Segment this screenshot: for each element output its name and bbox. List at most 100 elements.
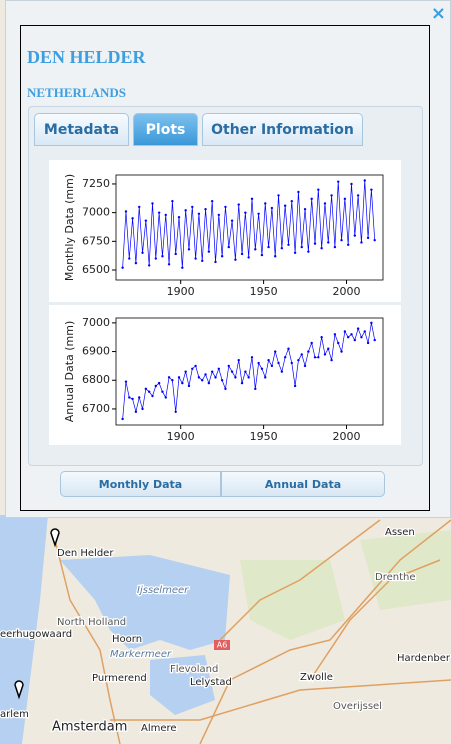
x-tick-label: 1900 xyxy=(167,285,195,298)
tab[interactable]: Plots xyxy=(133,113,198,146)
data-point xyxy=(121,266,124,269)
data-point xyxy=(303,364,307,368)
data-point xyxy=(277,194,280,197)
data-point xyxy=(250,197,254,201)
data-point xyxy=(343,330,347,333)
data-point xyxy=(247,256,250,259)
data-point xyxy=(313,356,317,359)
data-point xyxy=(297,190,300,194)
data-point xyxy=(181,266,184,269)
data-point xyxy=(254,387,257,391)
data-point xyxy=(373,238,376,242)
data-point xyxy=(151,202,154,205)
green-area xyxy=(240,560,345,640)
data-point xyxy=(267,358,270,362)
data-point xyxy=(346,336,350,339)
data-point xyxy=(174,252,177,256)
data-point xyxy=(283,356,287,359)
data-point xyxy=(366,236,370,240)
data-point xyxy=(287,243,290,246)
data-point xyxy=(214,260,217,264)
map-label: Lelystad xyxy=(190,677,232,688)
data-point xyxy=(204,207,207,211)
data-point xyxy=(303,207,307,211)
data-point xyxy=(128,396,131,399)
data-point xyxy=(194,257,197,260)
data-point xyxy=(187,384,191,388)
map-label: Almere xyxy=(141,723,177,734)
data-point xyxy=(346,243,350,246)
data-point xyxy=(343,197,347,201)
y-tick-label: 6500 xyxy=(82,263,110,276)
data-point xyxy=(184,209,187,212)
y-axis-label: Monthly Data (mm) xyxy=(63,174,76,281)
pin[interactable] xyxy=(14,680,24,700)
map-label: Markermeer xyxy=(110,649,172,660)
data-point xyxy=(373,338,376,342)
data-point xyxy=(147,390,151,393)
data-point xyxy=(317,356,320,359)
data-point xyxy=(171,199,174,203)
button[interactable]: Monthly Data xyxy=(60,471,221,497)
data-point xyxy=(230,370,234,373)
data-point xyxy=(234,376,237,379)
data-point xyxy=(290,361,293,365)
data-point xyxy=(330,358,333,362)
data-point xyxy=(224,205,227,209)
data-point xyxy=(353,234,357,237)
data-point xyxy=(350,182,353,186)
data-point xyxy=(240,381,244,385)
data-point xyxy=(237,358,240,362)
y-tick-label: 6700 xyxy=(82,402,110,415)
close-button[interactable]: × xyxy=(430,3,446,24)
data-point xyxy=(184,370,187,373)
lake xyxy=(60,555,230,650)
data-point xyxy=(181,381,184,385)
data-point xyxy=(197,376,201,379)
data-point xyxy=(191,367,194,370)
data-point xyxy=(330,194,333,197)
data-point xyxy=(277,361,280,365)
data-point xyxy=(210,199,214,203)
data-point xyxy=(270,364,274,368)
data-point xyxy=(337,180,340,183)
data-point xyxy=(280,370,284,373)
data-point xyxy=(370,188,373,191)
data-point xyxy=(141,251,144,255)
map-label: Hardenber xyxy=(397,653,451,664)
data-point xyxy=(154,384,158,388)
data-point xyxy=(240,252,244,256)
data-point xyxy=(121,417,124,421)
data-point xyxy=(124,210,128,213)
data-point xyxy=(366,341,370,345)
data-point xyxy=(300,245,303,249)
data-point xyxy=(147,264,151,267)
data-point xyxy=(151,394,154,398)
pin[interactable] xyxy=(50,528,60,548)
plots-panel: 6500 6750 7000 7250 1900 1950 2000 Monthly Data… xyxy=(49,160,401,445)
tab[interactable]: Other Information xyxy=(202,113,363,146)
data-point xyxy=(356,194,360,197)
y-tick-label: 6750 xyxy=(82,234,110,247)
data-point xyxy=(227,245,230,249)
data-point xyxy=(157,211,161,214)
map-label: Assen xyxy=(385,527,415,538)
button[interactable]: Annual Data xyxy=(221,471,385,497)
map-label: North Holland xyxy=(57,617,126,628)
map-label: Drenthe xyxy=(375,572,416,583)
tab[interactable]: Metadata xyxy=(34,113,129,146)
data-point xyxy=(287,347,290,350)
map-label: Overijssel xyxy=(333,701,382,712)
data-point xyxy=(264,376,267,379)
map-label: eerhugowaard xyxy=(0,629,72,640)
data-point xyxy=(254,248,257,251)
y-axis-label: Annual Data (mm) xyxy=(63,321,76,423)
y-tick-label: 7250 xyxy=(82,177,110,190)
data-point xyxy=(283,204,287,207)
x-tick-label: 1950 xyxy=(250,430,278,443)
data-point xyxy=(370,321,373,325)
data-point xyxy=(134,261,138,265)
data-point xyxy=(210,370,214,373)
data-point xyxy=(191,205,194,209)
map-label: A6 xyxy=(217,641,228,650)
